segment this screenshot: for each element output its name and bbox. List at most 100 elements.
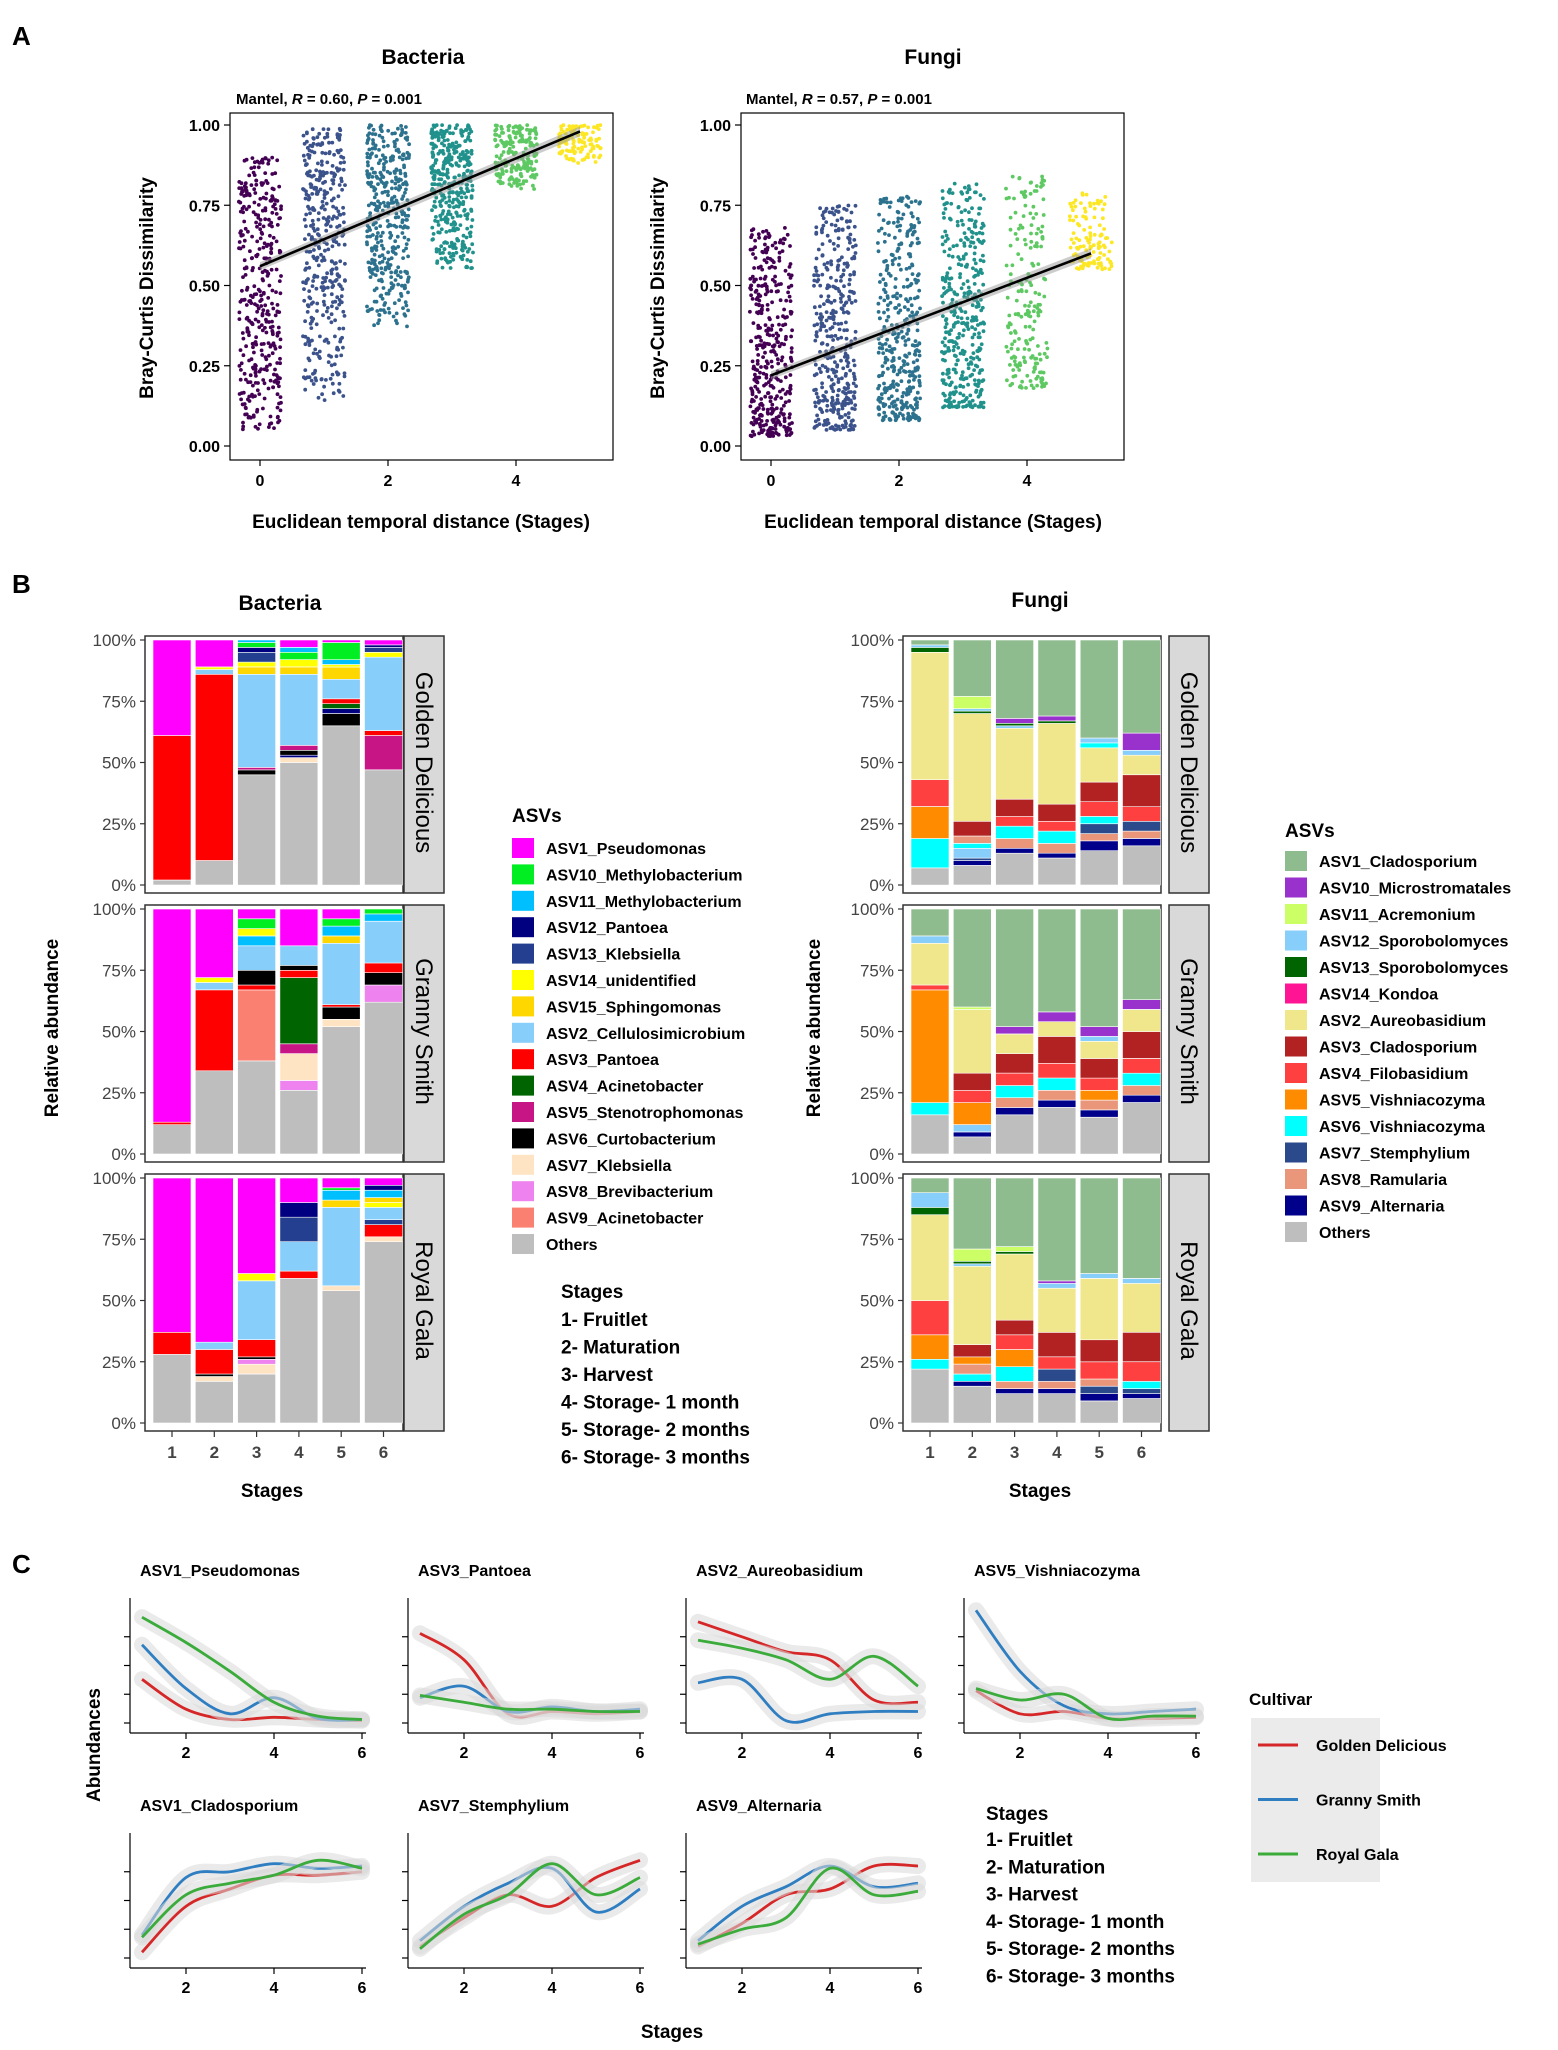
scatter-point	[944, 201, 949, 206]
scatter-point	[317, 233, 321, 238]
scatter-point	[328, 187, 333, 191]
scatter-point	[518, 167, 523, 172]
scatter-point	[756, 326, 761, 330]
scatter-point	[329, 271, 334, 276]
scatter-point	[367, 225, 371, 230]
scatter-point	[269, 198, 274, 203]
scatter-point	[341, 394, 346, 398]
scatter-point	[442, 160, 446, 165]
bars-bacteria-xlabel: Stages	[241, 1481, 303, 1502]
bar-segment	[952, 1356, 992, 1365]
facet-strip	[403, 904, 445, 1163]
scatter-point	[239, 181, 244, 186]
stage-item: 3- Harvest	[561, 1365, 654, 1386]
y-tick-label: 75%	[102, 1230, 136, 1249]
scatter-point	[369, 261, 374, 265]
scatter-point	[893, 306, 897, 310]
scatter-point	[905, 277, 910, 282]
scatter-point	[757, 390, 761, 394]
legend-swatch	[1285, 1063, 1307, 1083]
scatter-point	[497, 134, 502, 139]
scatter-point	[270, 155, 275, 160]
scatter-point	[821, 216, 826, 221]
scatter-point	[905, 284, 910, 289]
scatter-point	[447, 229, 452, 233]
scatter-point	[1029, 231, 1033, 236]
scatter-point	[386, 306, 391, 311]
bar-segment	[279, 977, 319, 1045]
scatter-point	[905, 387, 910, 391]
scatter-point	[329, 198, 334, 203]
scatter-point	[374, 299, 379, 304]
scatter-point	[773, 397, 778, 401]
scatter-point	[896, 219, 900, 224]
bar-segment	[321, 642, 361, 661]
bar-segment	[1037, 1288, 1077, 1333]
scatter-point	[829, 316, 834, 320]
scatter-point	[825, 261, 830, 265]
scatter-point	[322, 189, 327, 194]
bar-segment	[952, 860, 992, 866]
scatter-point	[582, 123, 587, 128]
scatter-point	[261, 245, 266, 250]
x-tick-label: 2	[384, 473, 393, 490]
scatter-point	[965, 321, 970, 326]
scatter-point	[961, 282, 966, 286]
scatter-point	[432, 204, 436, 209]
scatter-point	[253, 317, 258, 322]
bar-segment	[195, 669, 234, 675]
scatter-point	[882, 410, 887, 415]
scatter-point	[818, 328, 823, 332]
scatter-point	[564, 148, 569, 153]
scatter-point	[917, 288, 922, 293]
scatter-point	[784, 433, 789, 438]
bar-segment	[279, 659, 319, 668]
scatter-point	[770, 258, 774, 263]
scatter-point	[834, 423, 838, 428]
legend-item: ASV5_Stenotrophomonas	[512, 1102, 743, 1122]
scatter-point	[835, 267, 840, 272]
scatter-point	[835, 397, 840, 402]
scatter-point	[456, 204, 461, 209]
scatter-point	[1020, 379, 1024, 384]
scatter-point	[883, 231, 887, 236]
scatter-point	[444, 128, 449, 133]
scatter-point	[1038, 357, 1043, 362]
scatter-point	[458, 214, 463, 218]
stage-item: 5- Storage- 2 months	[986, 1939, 1175, 1960]
bar-segment	[910, 1214, 950, 1301]
scatter-point	[337, 212, 342, 217]
scatter-point	[913, 277, 918, 282]
scatter-point	[394, 177, 398, 182]
scatter-point	[372, 195, 377, 200]
scatter-point	[778, 298, 783, 303]
scatter-point	[377, 278, 381, 283]
scatter-point	[404, 156, 409, 161]
legend-label: ASV13_Sporobolomyces	[1319, 960, 1509, 977]
scatter-point	[779, 282, 783, 286]
scatter-point	[973, 245, 977, 250]
bar-segment	[195, 666, 234, 670]
bar-segment	[910, 639, 950, 646]
scatter-point	[771, 333, 775, 338]
x-tick-label: 6	[636, 1745, 645, 1762]
scatter-point	[500, 140, 505, 145]
scatter-point	[764, 284, 769, 289]
scatter-point	[392, 169, 397, 174]
scatter-point	[915, 328, 920, 333]
scatter-point	[756, 334, 761, 339]
scatter-point	[918, 396, 922, 401]
scatter-point	[303, 319, 307, 324]
scatter-point	[368, 211, 373, 216]
scatter-point	[260, 160, 265, 165]
scatter-point	[828, 426, 833, 431]
scatter-point	[961, 333, 965, 338]
scatter-point	[814, 330, 819, 334]
scatter-point	[273, 171, 278, 176]
scatter-point	[773, 427, 778, 431]
scatter-point	[271, 341, 276, 346]
bar-segment	[1122, 774, 1161, 807]
scatter-point	[782, 416, 787, 421]
scatter-point	[971, 351, 976, 355]
scatter-point	[766, 231, 771, 236]
